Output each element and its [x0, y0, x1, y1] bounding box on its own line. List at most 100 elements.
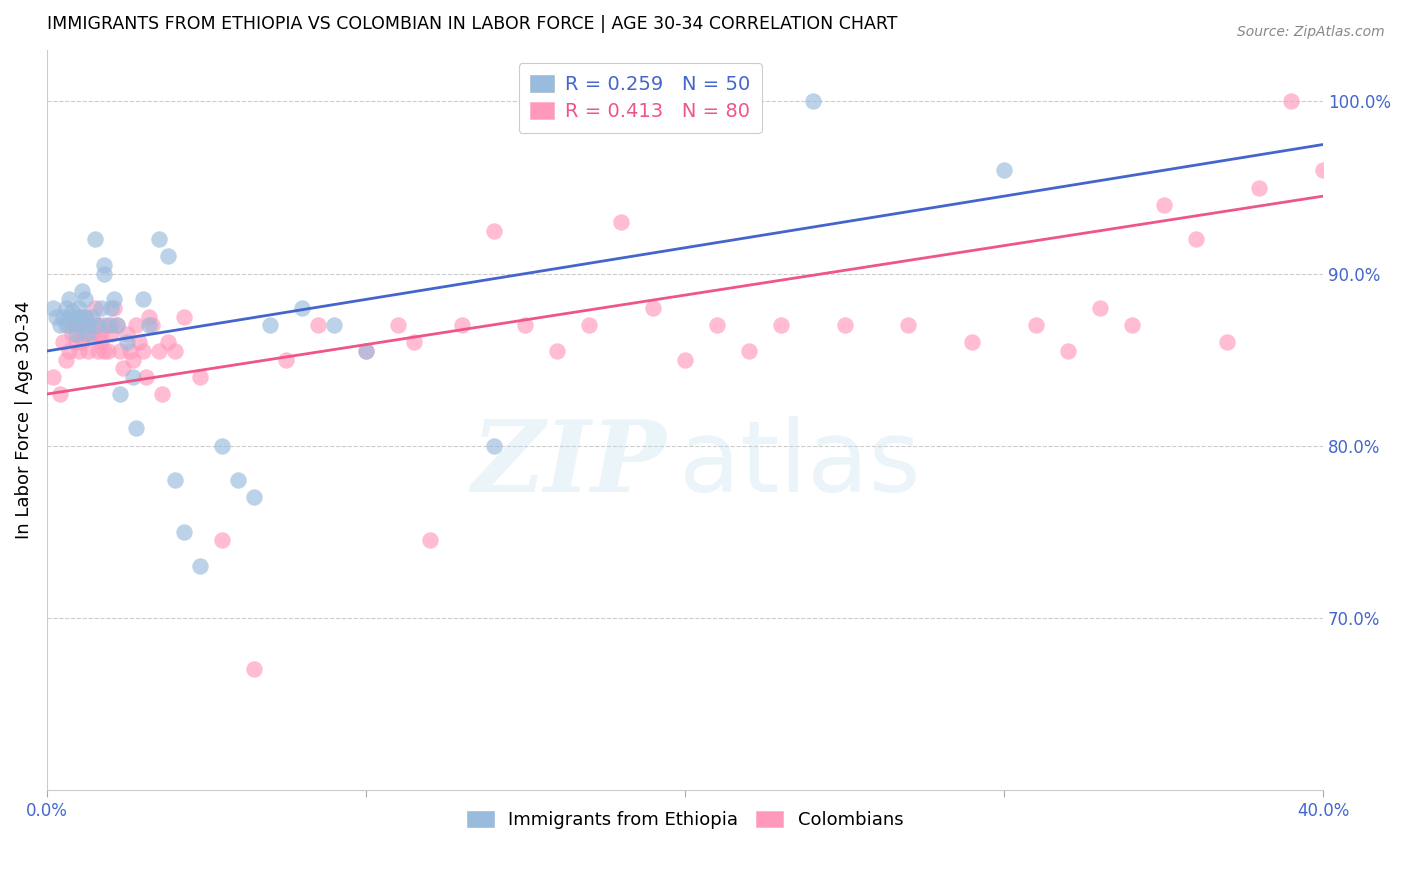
Point: [67, 310, 90, 324]
Point: [148, 232, 170, 246]
Point: [83, 232, 105, 246]
Point: [402, 335, 425, 350]
Point: [738, 344, 761, 359]
Point: [110, 344, 132, 359]
Text: Source: ZipAtlas.com: Source: ZipAtlas.com: [1237, 25, 1385, 39]
Point: [52, 335, 75, 350]
Point: [77, 318, 100, 333]
Point: [482, 439, 505, 453]
Point: [138, 310, 160, 324]
Point: [610, 215, 633, 229]
Point: [105, 318, 128, 333]
Point: [173, 524, 195, 539]
Point: [45, 310, 67, 324]
Point: [993, 163, 1015, 178]
Point: [75, 293, 97, 307]
Point: [93, 344, 115, 359]
Point: [100, 318, 122, 333]
Point: [482, 223, 505, 237]
Point: [118, 344, 141, 359]
Point: [643, 301, 665, 315]
Point: [112, 361, 135, 376]
Point: [960, 335, 983, 350]
Point: [150, 387, 173, 401]
Point: [1121, 318, 1143, 333]
Point: [58, 293, 80, 307]
Point: [70, 284, 93, 298]
Point: [83, 318, 105, 333]
Point: [67, 344, 90, 359]
Point: [93, 318, 115, 333]
Point: [141, 318, 163, 333]
Point: [1088, 301, 1111, 315]
Point: [163, 344, 186, 359]
Point: [1249, 180, 1271, 194]
Point: [58, 310, 80, 324]
Point: [77, 318, 100, 333]
Point: [110, 387, 132, 401]
Point: [1025, 318, 1047, 333]
Point: [163, 473, 186, 487]
Point: [87, 318, 110, 333]
Point: [354, 344, 377, 359]
Point: [103, 293, 125, 307]
Point: [138, 318, 160, 333]
Point: [55, 301, 77, 315]
Point: [131, 293, 153, 307]
Point: [58, 318, 80, 333]
Point: [62, 326, 84, 341]
Point: [67, 301, 90, 315]
Point: [103, 301, 125, 315]
Point: [62, 304, 84, 318]
Point: [75, 310, 97, 324]
Point: [93, 267, 115, 281]
Point: [387, 318, 409, 333]
Point: [243, 491, 266, 505]
Point: [48, 387, 70, 401]
Point: [546, 344, 568, 359]
Point: [90, 335, 112, 350]
Point: [259, 318, 281, 333]
Point: [131, 344, 153, 359]
Point: [897, 318, 920, 333]
Point: [115, 326, 138, 341]
Point: [228, 473, 250, 487]
Point: [1216, 335, 1239, 350]
Point: [100, 301, 122, 315]
Point: [135, 369, 157, 384]
Point: [67, 310, 90, 324]
Point: [157, 249, 180, 263]
Point: [77, 344, 100, 359]
Point: [83, 301, 105, 315]
Y-axis label: In Labor Force | Age 30-34: In Labor Force | Age 30-34: [15, 301, 32, 539]
Point: [419, 533, 441, 548]
Point: [80, 326, 103, 341]
Point: [65, 318, 87, 333]
Point: [1184, 232, 1206, 246]
Point: [93, 258, 115, 272]
Point: [70, 318, 93, 333]
Point: [188, 369, 211, 384]
Point: [65, 326, 87, 341]
Point: [115, 335, 138, 350]
Point: [243, 662, 266, 676]
Legend: Immigrants from Ethiopia, Colombians: Immigrants from Ethiopia, Colombians: [460, 804, 911, 837]
Point: [148, 344, 170, 359]
Point: [157, 335, 180, 350]
Point: [578, 318, 600, 333]
Point: [188, 559, 211, 574]
Point: [276, 352, 298, 367]
Point: [450, 318, 472, 333]
Point: [48, 318, 70, 333]
Point: [87, 344, 110, 359]
Point: [75, 326, 97, 341]
Point: [100, 326, 122, 341]
Point: [42, 369, 65, 384]
Point: [801, 95, 824, 109]
Point: [122, 352, 145, 367]
Point: [65, 335, 87, 350]
Point: [307, 318, 329, 333]
Point: [515, 318, 537, 333]
Point: [96, 318, 118, 333]
Point: [125, 318, 148, 333]
